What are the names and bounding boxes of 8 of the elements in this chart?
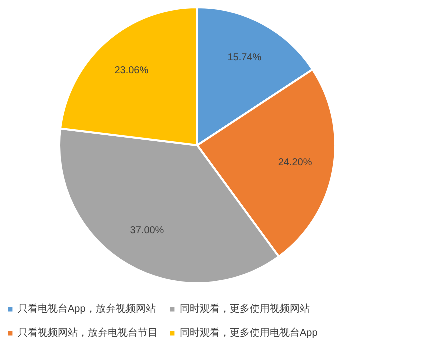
legend-label: 同时观看，更多使用电视台App (180, 326, 318, 340)
data-label: 24.20% (278, 158, 312, 169)
legend-label: 只看电视台App，放弃视频网站 (18, 302, 156, 316)
legend-label: 同时观看，更多使用视频网站 (180, 302, 310, 316)
data-label: 23.06% (114, 66, 149, 77)
data-label: 15.74% (228, 52, 262, 64)
data-label: 37.00% (130, 226, 164, 237)
legend-label: 只看视频网站，放弃电视台节目 (18, 326, 158, 340)
